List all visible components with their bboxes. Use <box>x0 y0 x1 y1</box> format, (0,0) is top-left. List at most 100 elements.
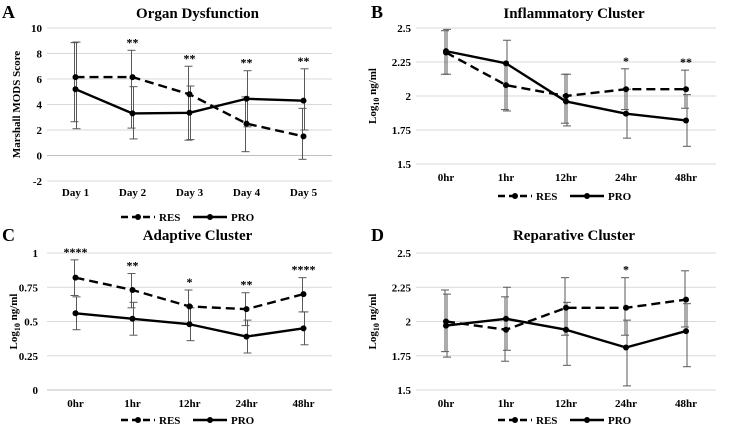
x-tick-label: 24hr <box>615 172 637 184</box>
y-tick-label: 1.75 <box>392 125 412 137</box>
x-tick-label: 12hr <box>555 398 577 410</box>
x-tick-label: 0hr <box>67 398 84 410</box>
x-tick-label: 1hr <box>124 398 141 410</box>
y-tick-label: 1.5 <box>397 385 411 397</box>
data-point-res <box>503 326 509 333</box>
data-point-res <box>243 306 250 313</box>
panel-letter: C <box>2 225 15 245</box>
y-axis-label: Log10 ng/ml <box>367 294 381 350</box>
data-point-res <box>563 93 569 99</box>
legend-label-pro: PRO <box>231 212 255 224</box>
legend-marker-pro <box>207 417 213 423</box>
x-tick-label: 0hr <box>438 172 455 184</box>
significance-marker: ** <box>241 278 253 292</box>
legend: RES PRO <box>121 212 255 224</box>
legend-marker-res <box>512 193 518 199</box>
legend-label-pro: PRO <box>608 415 632 427</box>
data-point-pro <box>443 322 449 329</box>
legend: RES PRO <box>498 191 632 203</box>
y-tick-label: 0.75 <box>19 282 39 294</box>
panel-letter: B <box>371 2 383 22</box>
x-tick-label: 24hr <box>615 398 637 410</box>
x-tick-label: Day 5 <box>290 187 318 199</box>
y-tick-label: -2 <box>33 176 43 188</box>
data-point-pro <box>623 344 629 351</box>
significance-marker: * <box>187 275 193 289</box>
legend-marker-pro <box>584 417 590 423</box>
x-tick-label: 24hr <box>236 398 258 410</box>
legend-label-pro: PRO <box>231 415 255 427</box>
data-point-pro <box>443 48 449 55</box>
panel-d: D Reparative Cluster 1.5 1.75 2 2.25 2.5 Log10 … <box>367 225 716 427</box>
data-point-res <box>683 296 689 303</box>
data-point-res <box>683 86 689 93</box>
x-tick-label: Day 4 <box>233 187 261 199</box>
significance-marker: ** <box>127 259 139 273</box>
y-tick-label: 2.5 <box>397 23 411 35</box>
x-tick-label: 48hr <box>675 398 697 410</box>
data-point-pro <box>129 110 136 117</box>
significance-marker: ** <box>184 51 196 65</box>
data-point-pro <box>186 321 193 328</box>
panel-a: A Organ Dysfunction -2 0 2 4 6 8 10 Marshall MODS… <box>2 2 332 224</box>
data-point-res <box>300 133 307 140</box>
panel-letter: A <box>2 2 15 22</box>
y-tick-label: 2.5 <box>397 248 411 260</box>
data-point-res <box>186 91 193 98</box>
data-point-res <box>72 274 79 281</box>
chart-title: Organ Dysfunction <box>136 6 260 22</box>
legend: RES PRO <box>121 415 255 427</box>
x-tick-label: Day 3 <box>176 187 204 199</box>
x-tick-label: Day 2 <box>119 187 147 199</box>
x-tick-label: 1hr <box>498 172 515 184</box>
y-tick-label: 2 <box>406 317 412 329</box>
significance-marker: **** <box>64 245 88 259</box>
data-point-res <box>563 304 569 311</box>
series-line-pro <box>445 317 687 349</box>
y-tick-label: 2 <box>37 125 43 137</box>
data-point-res <box>443 318 449 325</box>
significance-marker: ** <box>298 54 310 68</box>
panel-letter: D <box>371 225 384 245</box>
data-point-pro <box>243 333 250 340</box>
data-point-pro <box>186 109 193 116</box>
y-tick-label: 2.25 <box>392 282 412 294</box>
y-axis-label: Log10 ng/ml <box>8 294 22 350</box>
y-tick-label: 10 <box>31 23 43 35</box>
data-point-res <box>243 120 250 127</box>
chart-title: Inflammatory Cluster <box>503 6 645 22</box>
y-tick-label: 0.5 <box>24 317 38 329</box>
legend: RES PRO <box>498 415 632 427</box>
data-point-res <box>300 291 307 298</box>
data-point-pro <box>563 326 569 333</box>
legend-label-res: RES <box>536 415 557 427</box>
panel-c: C Adaptive Cluster 0 0.25 0.5 0.75 1 Log10 ng/m… <box>2 225 332 427</box>
y-tick-label: 1 <box>33 248 39 260</box>
significance-marker: ** <box>241 56 253 70</box>
significance-marker: **** <box>292 263 316 277</box>
data-point-pro <box>243 95 250 102</box>
panel-b: B Inflammatory Cluster 1.5 1.75 2 2.25 2.5 Log1… <box>367 2 716 203</box>
legend-marker-res <box>135 214 141 220</box>
y-tick-label: 0.25 <box>19 351 39 363</box>
significance-marker: * <box>623 263 629 277</box>
data-point-pro <box>683 328 689 335</box>
y-tick-label: 4 <box>37 100 43 112</box>
legend-label-res: RES <box>536 191 557 203</box>
data-point-res <box>186 303 193 310</box>
data-point-pro <box>300 97 307 104</box>
series-line-res <box>445 298 687 331</box>
data-point-res <box>129 286 136 293</box>
data-point-res <box>503 82 509 89</box>
y-tick-label: 2 <box>406 91 412 103</box>
chart-title: Adaptive Cluster <box>143 228 253 244</box>
data-point-res <box>129 74 136 81</box>
legend-label-res: RES <box>159 212 180 224</box>
data-point-res <box>72 74 79 81</box>
y-tick-label: 1.75 <box>392 351 412 363</box>
data-point-pro <box>683 117 689 124</box>
legend-marker-res <box>512 417 518 423</box>
data-point-pro <box>503 60 509 67</box>
